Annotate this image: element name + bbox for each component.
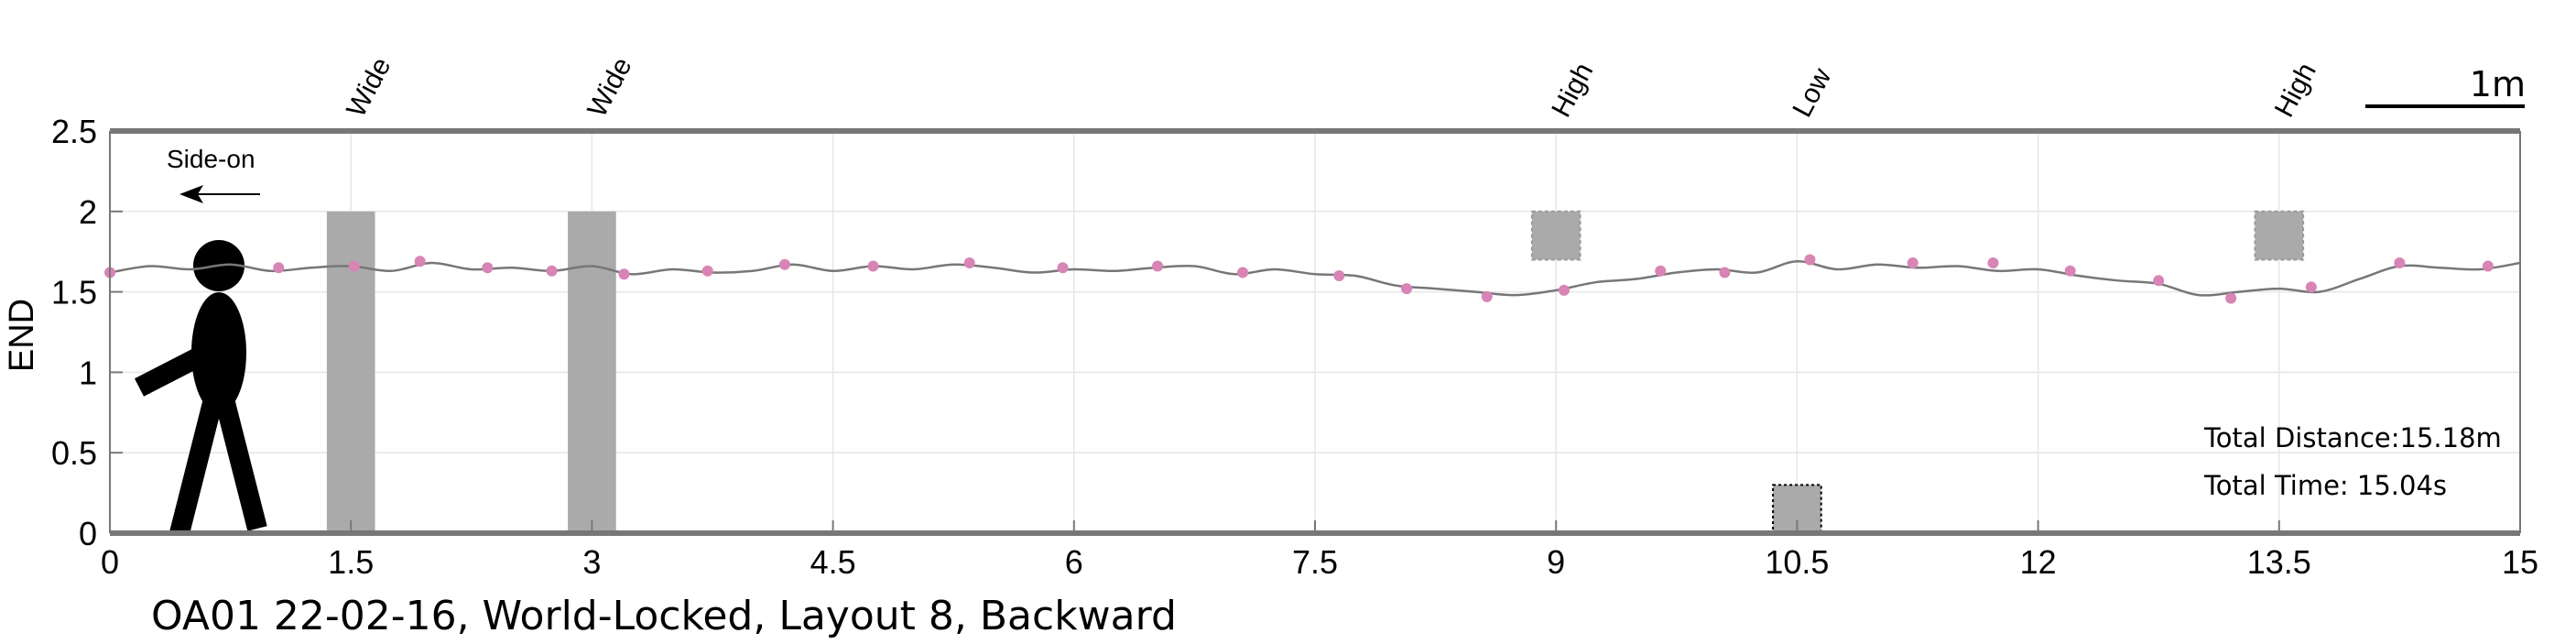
step-marker xyxy=(273,262,285,274)
x-tick-label: 0 xyxy=(101,543,119,581)
side-on-label: Side-on xyxy=(167,145,255,173)
obstacle-high xyxy=(2254,210,2305,261)
x-tick-label: 3 xyxy=(582,543,601,581)
step-marker xyxy=(1333,270,1345,282)
x-tick-label: 12 xyxy=(2020,543,2057,581)
step-marker xyxy=(1057,262,1069,274)
step-marker xyxy=(1481,290,1493,302)
y-tick-label: 2.5 xyxy=(51,113,97,150)
step-marker xyxy=(963,257,975,268)
total-time: Total Time: 15.04s xyxy=(2203,470,2447,501)
step-marker xyxy=(1401,283,1413,295)
direction-arrow-icon xyxy=(179,185,260,203)
y-tick-label: 2 xyxy=(79,193,97,231)
step-marker xyxy=(1804,254,1816,266)
grid xyxy=(109,130,2521,534)
x-tick-label: 7.5 xyxy=(1292,543,1338,581)
x-tick-label: 9 xyxy=(1547,543,1565,581)
obstacle-high xyxy=(1530,210,1581,261)
x-tick-label: 10.5 xyxy=(1765,543,1829,581)
total-distance: Total Distance:15.18m xyxy=(2203,422,2502,453)
scale-bar-label: 1m xyxy=(2470,64,2526,104)
x-tick-label: 13.5 xyxy=(2247,543,2311,581)
step-marker xyxy=(2225,292,2237,304)
step-markers xyxy=(104,254,2494,304)
obstacle-label: Wide xyxy=(341,52,397,122)
x-tick-label: 4.5 xyxy=(810,543,856,581)
step-marker xyxy=(1719,267,1731,278)
x-tick-label: 6 xyxy=(1065,543,1083,581)
obstacle-label: Wide xyxy=(582,52,637,122)
step-marker xyxy=(1655,265,1667,277)
step-marker xyxy=(867,260,879,272)
x-tick-label: 1.5 xyxy=(328,543,374,581)
walker-leg-left xyxy=(169,393,224,536)
step-marker xyxy=(778,258,790,270)
y-tick-label: 0 xyxy=(79,515,97,552)
step-marker xyxy=(2153,275,2165,287)
obstacle-label: High xyxy=(2269,58,2322,122)
step-marker xyxy=(2482,260,2494,272)
step-marker xyxy=(2394,257,2406,268)
walker-body xyxy=(191,292,246,413)
gait-path-line xyxy=(109,259,2521,297)
walker-arm xyxy=(134,344,211,397)
y-tick-label: 1.5 xyxy=(51,274,97,311)
obstacle-wide xyxy=(326,211,375,534)
step-marker xyxy=(546,265,558,277)
step-marker xyxy=(1987,257,1999,268)
step-marker xyxy=(701,265,713,277)
step-marker xyxy=(1237,267,1249,278)
walker-figure xyxy=(134,240,267,536)
y-tick-label: 1 xyxy=(79,354,97,391)
step-marker xyxy=(2305,281,2317,293)
walker-leg-right xyxy=(213,393,267,531)
obstacle-wide xyxy=(568,211,616,534)
step-marker xyxy=(414,256,426,267)
y-axis-label: END xyxy=(3,299,41,372)
step-marker xyxy=(482,262,494,274)
step-marker xyxy=(1907,257,1918,268)
chart-caption: OA01 22-02-16, World-Locked, Layout 8, B… xyxy=(151,593,1177,639)
gait-path xyxy=(109,259,2521,297)
step-marker xyxy=(618,268,630,280)
obstacle-label: High xyxy=(1546,58,1599,122)
obstacle-label: Low xyxy=(1787,63,1837,122)
step-marker xyxy=(348,260,360,272)
step-marker xyxy=(2064,265,2076,277)
step-marker xyxy=(1152,260,1164,272)
step-marker xyxy=(1558,284,1570,296)
x-tick-label: 15 xyxy=(2502,543,2538,581)
y-tick-label: 0.5 xyxy=(51,434,97,472)
axes xyxy=(109,128,2521,536)
